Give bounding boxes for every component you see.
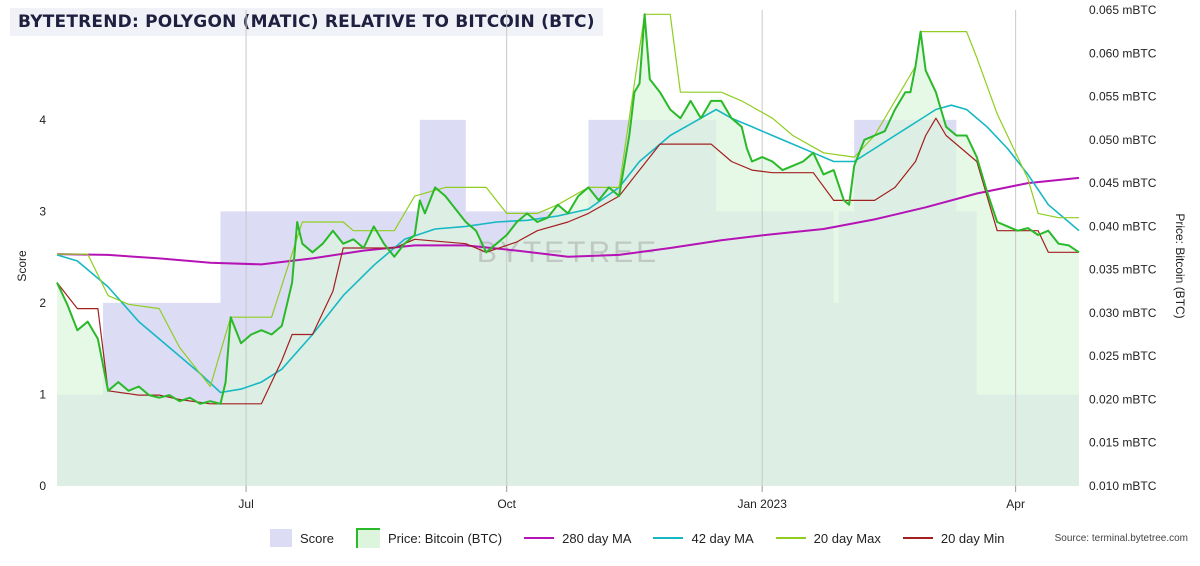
legend-swatch	[270, 529, 292, 547]
legend-label: 20 day Max	[813, 530, 881, 546]
legend-item-price-bitcoin-btc[interactable]: Price: Bitcoin (BTC)	[355, 528, 503, 548]
y-right-tick-label: 0.060 mBTC	[1089, 46, 1157, 60]
legend: Score Price: Bitcoin (BTC) 280 day MA 42 da…	[270, 528, 1004, 548]
y-right-tick-label: 0.035 mBTC	[1089, 263, 1157, 277]
legend-swatch	[775, 537, 806, 539]
y-right-tick-label: 0.020 mBTC	[1089, 392, 1157, 406]
right-axis: 0.010 mBTC 0.015 mBTC 0.020 mBTC 0.025 mBTC…	[1089, 3, 1157, 493]
legend-swatch	[653, 537, 684, 539]
legend-label: Price: Bitcoin (BTC)	[387, 530, 503, 546]
series-line-280-day-ma	[56, 176, 1080, 266]
legend-label: 42 day MA	[691, 530, 754, 546]
legend-label: 280 day MA	[562, 530, 632, 546]
y-left-tick-label: 0	[39, 479, 46, 493]
y-right-tick-label: 0.065 mBTC	[1089, 3, 1157, 17]
x-axis: Jul Oct Jan 2023 Apr	[238, 486, 1025, 511]
series-line-20-day-max	[57, 13, 1079, 388]
y-right-tick-label: 0.030 mBTC	[1089, 306, 1157, 320]
left-axis: 0 1 2 3 4	[39, 113, 46, 493]
chart-title: BYTETREND: POLYGON (MATIC) RELATIVE TO B…	[10, 8, 603, 36]
area-layer	[57, 14, 1079, 487]
x-tick-label: Apr	[1006, 497, 1025, 511]
y-right-tick-label: 0.055 mBTC	[1089, 90, 1157, 104]
y-axis-label-left: Score	[15, 250, 29, 282]
y-right-tick-label: 0.040 mBTC	[1089, 219, 1157, 233]
y-axis-label-right: Price: Bitcoin (BTC)	[1173, 213, 1187, 318]
x-tick-label: Jan 2023	[737, 497, 787, 511]
y-left-tick-label: 2	[39, 296, 46, 310]
x-tick-label: Oct	[497, 497, 516, 511]
legend-swatch	[524, 537, 555, 539]
source-note: Source: terminal.bytetree.com	[1054, 533, 1188, 544]
grid-layer	[245, 10, 1017, 486]
x-tick-label: Jul	[238, 497, 253, 511]
chart-plot: BYTETREE 0 1 2 3 4 0.010 mBTC 0.015 mBTC 0.020…	[15, 3, 1187, 511]
y-right-tick-label: 0.025 mBTC	[1089, 349, 1157, 363]
y-right-tick-label: 0.045 mBTC	[1089, 176, 1157, 190]
y-left-tick-label: 1	[39, 387, 46, 401]
y-right-tick-label: 0.010 mBTC	[1089, 479, 1157, 493]
legend-label: Score	[300, 530, 334, 546]
legend-item-score[interactable]: Score	[270, 529, 334, 547]
watermark: BYTETREE	[477, 236, 659, 269]
series-line-price-bitcoin-btc	[56, 13, 1080, 405]
y-right-tick-label: 0.050 mBTC	[1089, 133, 1157, 147]
y-left-tick-label: 3	[39, 204, 46, 218]
price-area	[57, 14, 1079, 487]
series-line-42-day-ma	[56, 104, 1080, 394]
legend-item-20-day-max[interactable]: 20 day Max	[775, 530, 881, 546]
legend-swatch	[355, 528, 380, 548]
legend-item-42-day-ma[interactable]: 42 day MA	[653, 530, 754, 546]
legend-item-20-day-min[interactable]: 20 day Min	[902, 530, 1005, 546]
legend-label: 20 day Min	[940, 530, 1005, 546]
legend-swatch	[902, 537, 933, 539]
y-left-tick-label: 4	[39, 113, 46, 127]
series-layer	[56, 13, 1080, 405]
y-right-tick-label: 0.015 mBTC	[1089, 436, 1157, 450]
legend-item-280-day-ma[interactable]: 280 day MA	[524, 531, 631, 546]
